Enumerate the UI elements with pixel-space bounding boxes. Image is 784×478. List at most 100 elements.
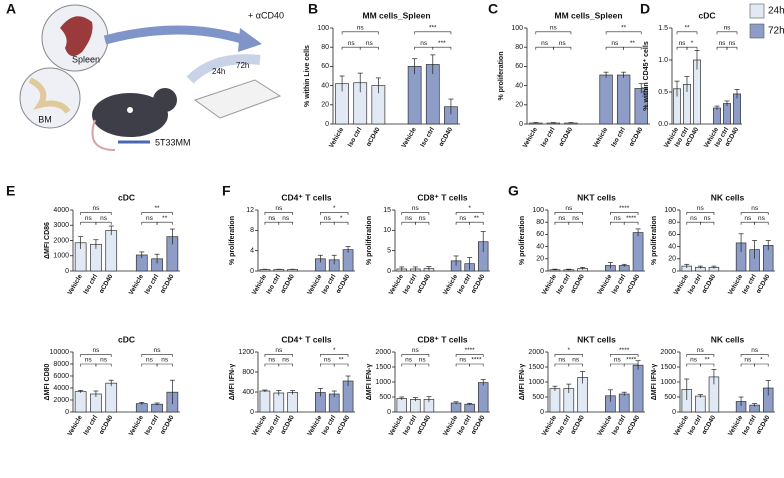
- bar: [618, 393, 630, 413]
- bar: [723, 103, 731, 125]
- significance-bracket: [141, 354, 173, 357]
- chart-title: MM cells_Spleen: [362, 10, 430, 20]
- significance-label: ns: [744, 357, 752, 364]
- panel-label: D: [640, 1, 650, 17]
- y-axis-label: ΔMFI IFN-γ: [519, 364, 526, 401]
- significance-label: ns: [412, 205, 420, 212]
- x-tick-label: αCD40: [628, 126, 645, 148]
- significance-label: ns: [324, 357, 332, 364]
- chart-title: NKT cells: [577, 192, 616, 202]
- y-tick-label: 0: [672, 268, 676, 275]
- time-arrow: [186, 54, 261, 84]
- significance-label: ns: [282, 215, 290, 222]
- significance-bracket: [740, 363, 755, 367]
- significance-bracket: [455, 354, 484, 357]
- bar: [450, 402, 462, 413]
- y-axis-label: % proliferation: [229, 216, 236, 265]
- significance-label: ****: [619, 347, 630, 354]
- panel-label: B: [308, 1, 318, 17]
- significance-bracket: [554, 221, 570, 225]
- y-tick-label: 100: [317, 25, 329, 32]
- y-axis-label: % within CD45⁺ cells: [643, 41, 650, 111]
- significance-label: ns: [751, 347, 759, 354]
- bar: [632, 232, 644, 272]
- significance-bracket: [610, 363, 625, 367]
- y-tick-label: 80: [668, 219, 676, 226]
- bar: [287, 392, 298, 413]
- y-tick-label: 1000: [375, 379, 391, 386]
- y-tick-label: 60: [515, 63, 523, 70]
- significance-label: ns: [405, 357, 413, 364]
- x-tick-label: αCD40: [279, 414, 296, 436]
- significance-label: ns: [614, 357, 622, 364]
- x-tick-label: Iso ctrl: [610, 126, 627, 148]
- x-tick-label: Vehicle: [128, 414, 145, 437]
- y-tick-label: 80: [515, 44, 523, 51]
- legend-swatch: [749, 3, 765, 19]
- significance-bracket: [554, 363, 570, 367]
- significance-bracket: [95, 363, 112, 367]
- significance-label: *: [691, 40, 694, 47]
- significance-bracket: [320, 354, 349, 357]
- significance-bracket: [469, 363, 484, 367]
- significance-bracket: [553, 46, 572, 50]
- significance-label: ns: [268, 215, 276, 222]
- significance-bracket: [535, 31, 572, 35]
- significance-bracket: [754, 221, 769, 225]
- significance-label: ns: [419, 357, 427, 364]
- y-tick-label: 0: [65, 409, 69, 416]
- significance-label: ns: [100, 215, 108, 222]
- y-axis-label: % proliferation: [651, 216, 658, 265]
- x-tick-label: Iso ctrl: [540, 126, 557, 148]
- cells-label: 5T33MM: [155, 137, 191, 147]
- significance-bracket: [320, 212, 349, 215]
- y-axis-label: ΔMFI IFN-γ: [366, 364, 373, 401]
- mouse-spot: [127, 107, 133, 113]
- y-tick-label: 0: [540, 409, 544, 416]
- chart-title: CD4⁺ T cells: [281, 192, 332, 202]
- y-tick-label: 800: [242, 369, 254, 376]
- significance-label: ns: [572, 357, 580, 364]
- significance-bracket: [359, 46, 379, 50]
- y-tick-label: 500: [532, 394, 544, 401]
- significance-label: ns: [541, 40, 549, 47]
- significance-label: ns: [348, 40, 356, 47]
- bar: [464, 403, 475, 413]
- bar: [477, 382, 489, 413]
- x-tick-label: Iso ctrl: [82, 273, 99, 295]
- x-tick-label: αCD40: [625, 273, 642, 295]
- significance-label: ns: [412, 347, 420, 354]
- treatment-label: + αCD40: [248, 10, 284, 20]
- chart-title: cDC: [118, 334, 135, 344]
- y-axis-label: % within Live cells: [304, 45, 311, 107]
- significance-label: ns: [729, 40, 737, 47]
- y-tick-label: 40: [536, 243, 544, 250]
- significance-bracket: [341, 46, 361, 50]
- y-tick-label: 0: [325, 121, 329, 128]
- significance-bracket: [264, 221, 280, 225]
- significance-label: ns: [559, 40, 567, 47]
- panel-label: A: [6, 1, 16, 17]
- y-tick-label: 100: [664, 207, 676, 214]
- significance-bracket: [455, 212, 484, 215]
- significance-bracket: [320, 221, 335, 225]
- bar: [713, 107, 721, 125]
- significance-label: ns: [405, 215, 413, 222]
- significance-bracket: [716, 46, 728, 50]
- y-tick-label: 3000: [53, 222, 69, 229]
- significance-bracket: [80, 354, 112, 357]
- significance-bracket: [414, 31, 452, 35]
- significance-bracket: [605, 46, 624, 50]
- y-tick-label: 8000: [53, 361, 69, 368]
- bar: [273, 392, 285, 413]
- y-tick-label: 15: [383, 207, 391, 214]
- x-tick-label: αCD40: [416, 273, 433, 295]
- x-tick-label: αCD40: [438, 126, 455, 148]
- significance-label: ns: [697, 205, 705, 212]
- chart-title: NK cells: [711, 192, 745, 202]
- chart-title: CD8⁺ T cells: [417, 192, 468, 202]
- significance-bracket: [726, 46, 738, 50]
- y-tick-label: 6000: [53, 373, 69, 380]
- y-tick-label: 400: [242, 389, 254, 396]
